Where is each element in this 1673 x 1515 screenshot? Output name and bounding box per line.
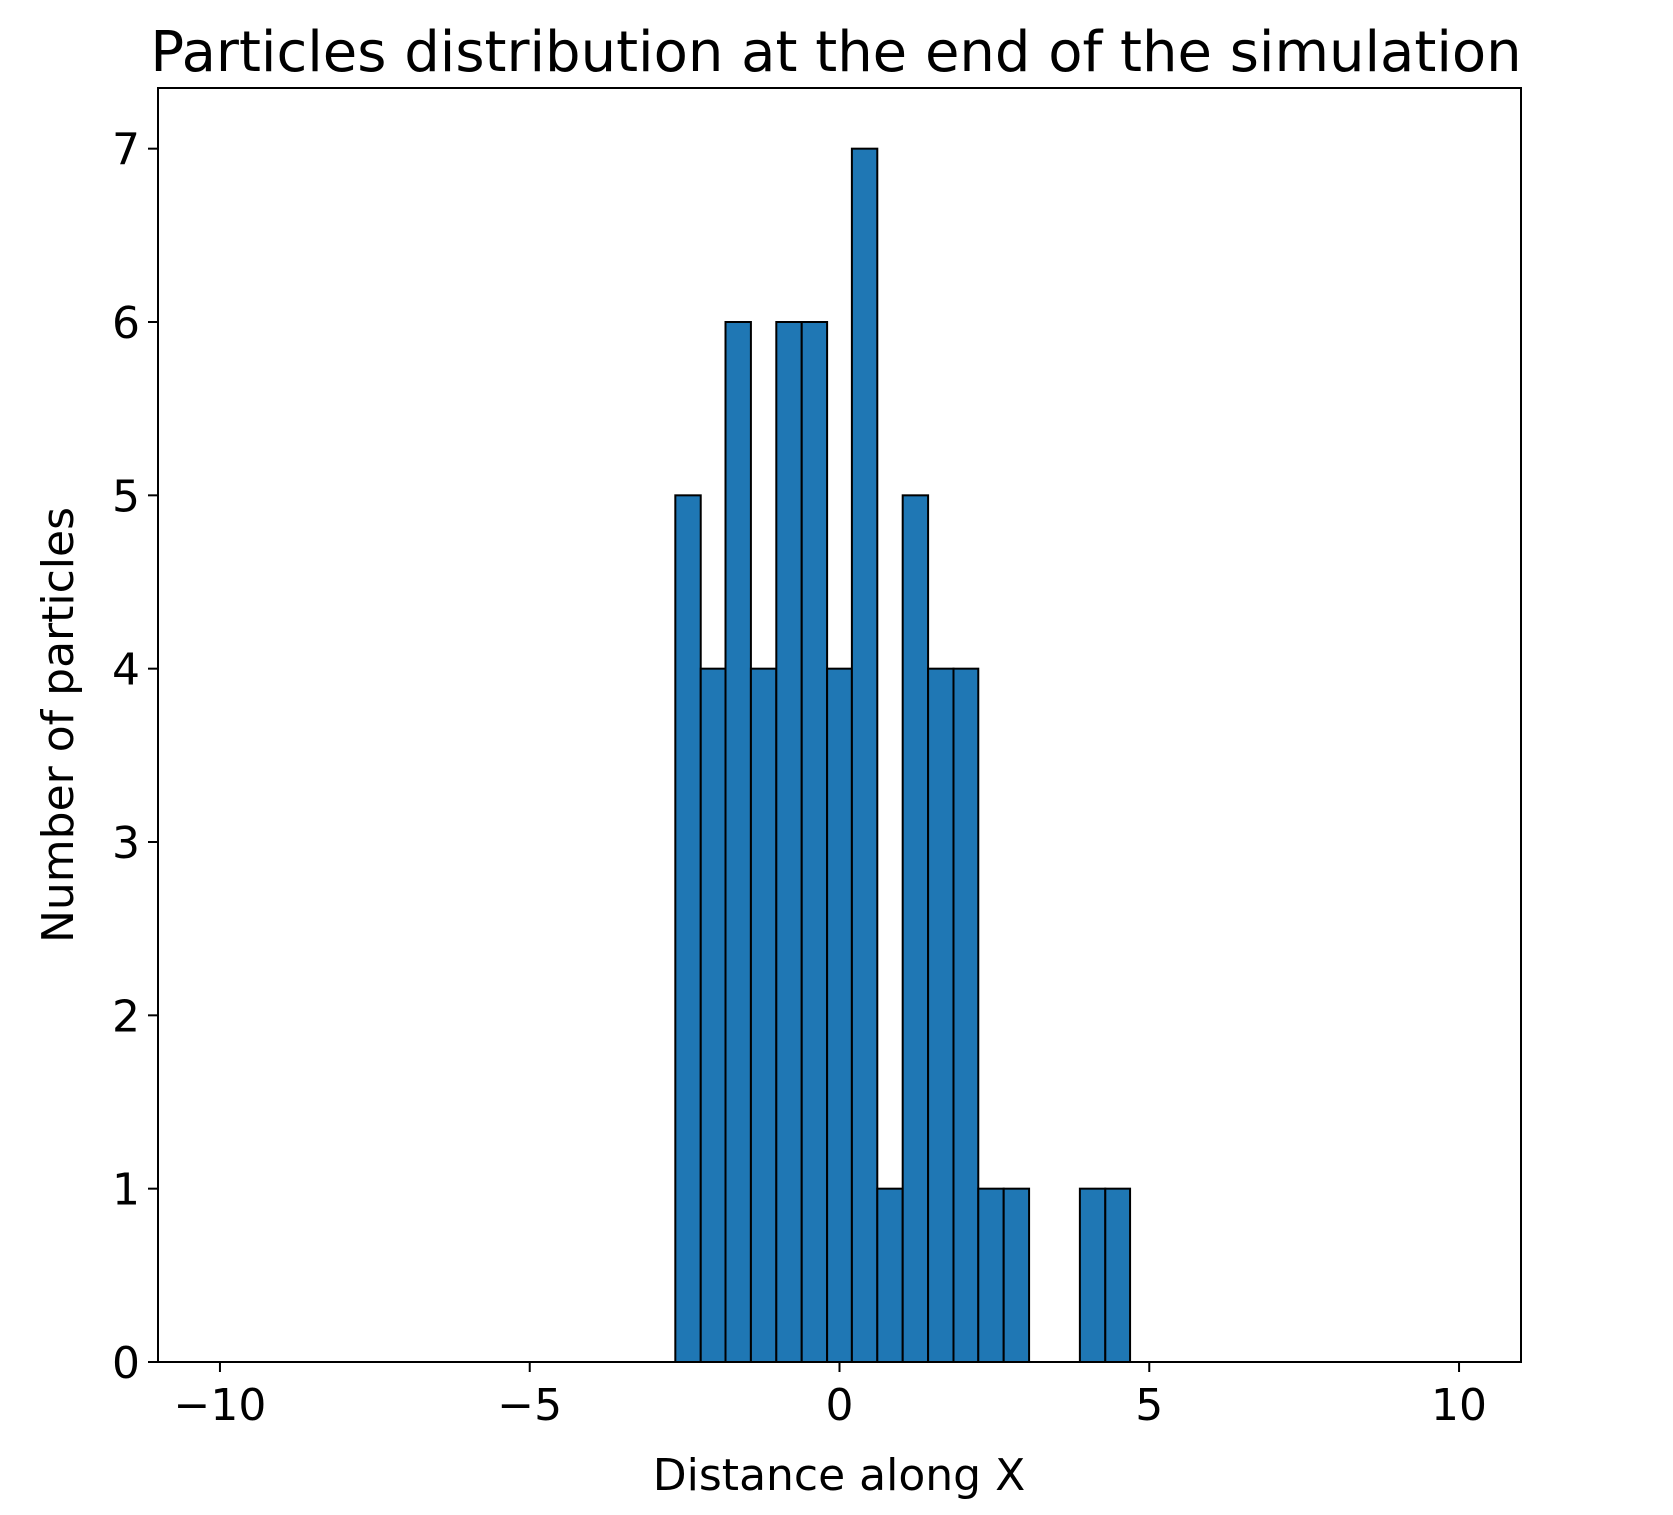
- y-axis-title: Number of particles: [33, 507, 84, 943]
- x-tick-label: 5: [1135, 1380, 1163, 1431]
- y-tick-label: 6: [112, 298, 140, 349]
- y-tick-label: 1: [112, 1165, 140, 1216]
- y-tick-label: 4: [112, 645, 140, 696]
- y-tick-label: 7: [112, 125, 140, 176]
- histogram-bar: [850, 147, 879, 1364]
- x-tick-label: 10: [1431, 1380, 1487, 1431]
- histogram-bar: [876, 1187, 904, 1363]
- y-tick-label: 2: [112, 991, 140, 1042]
- histogram-bar: [775, 321, 803, 1363]
- histogram-bar: [1078, 1187, 1107, 1363]
- histogram-bar: [952, 667, 980, 1363]
- histogram-bar: [901, 494, 930, 1364]
- histogram-bar: [749, 667, 778, 1363]
- x-tick-label: −5: [497, 1380, 562, 1431]
- histogram-bar: [1002, 1187, 1031, 1363]
- chart-title: Particles distribution at the end of the…: [150, 20, 1521, 85]
- y-tick-label: 3: [112, 818, 140, 869]
- histogram-bar: [800, 321, 829, 1363]
- histogram-bar: [977, 1187, 1005, 1363]
- x-axis-title: Distance along X: [653, 1450, 1025, 1501]
- histogram-bar: [927, 667, 955, 1363]
- y-tick-label: 0: [112, 1338, 140, 1389]
- histogram-bar: [699, 667, 727, 1363]
- bars-group: [674, 147, 1132, 1364]
- histogram-bar: [1104, 1187, 1132, 1363]
- histogram-bar: [826, 667, 853, 1363]
- x-axis-ticks: −10 −5 0 5 10: [174, 1362, 1487, 1431]
- x-tick-label: 0: [826, 1380, 854, 1431]
- x-tick-label: −10: [174, 1380, 267, 1431]
- histogram-bar: [674, 494, 702, 1364]
- histogram-bar: [724, 321, 752, 1363]
- y-axis-ticks: 0 1 2 3 4 5 6 7: [112, 125, 158, 1389]
- y-tick-label: 5: [112, 471, 140, 522]
